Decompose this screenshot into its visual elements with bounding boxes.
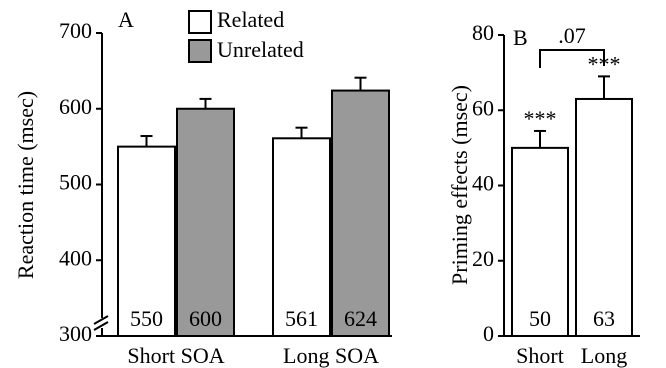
- comparison-label: .07: [558, 23, 586, 48]
- x-tick-label: Short SOA: [127, 343, 224, 368]
- value-label: 600: [189, 306, 222, 331]
- y-tick-label: 400: [59, 245, 92, 270]
- y-axis-label: Priming effects (msec): [447, 85, 472, 285]
- y-tick-label: 500: [59, 170, 92, 195]
- x-tick-label: Short: [516, 343, 564, 368]
- y-tick-label: 300: [59, 321, 92, 346]
- bar: [511, 146, 569, 337]
- y-tick-label: 600: [59, 94, 92, 119]
- panel-label: A: [118, 7, 134, 32]
- y-tick-label: 0: [483, 321, 494, 346]
- legend-swatch: [188, 39, 212, 63]
- value-label: 550: [130, 306, 163, 331]
- significance-stars: ***: [524, 106, 557, 131]
- legend-label: Unrelated: [217, 37, 304, 62]
- value-label: 50: [529, 306, 551, 331]
- axis-break: [93, 315, 109, 331]
- y-tick-label: 40: [472, 171, 494, 196]
- legend-label: Related: [217, 7, 284, 32]
- y-tick-label: 700: [59, 18, 92, 43]
- comparison-bracket: [539, 49, 605, 68]
- bar: [176, 107, 235, 337]
- bar: [272, 137, 331, 337]
- x-tick-label: Long SOA: [283, 343, 379, 368]
- panel-label: B: [513, 25, 528, 50]
- value-label: 624: [344, 306, 377, 331]
- bar: [331, 89, 390, 337]
- value-label: 561: [285, 306, 318, 331]
- y-tick-label: 80: [472, 20, 494, 45]
- bar: [117, 145, 176, 337]
- legend-swatch: [188, 10, 212, 34]
- x-tick-label: Long: [581, 343, 627, 368]
- y-tick-label: 20: [472, 246, 494, 271]
- y-tick-label: 60: [472, 95, 494, 120]
- value-label: 63: [593, 306, 615, 331]
- y-axis-label: Reaction time (msec): [13, 91, 38, 279]
- bar: [575, 97, 633, 338]
